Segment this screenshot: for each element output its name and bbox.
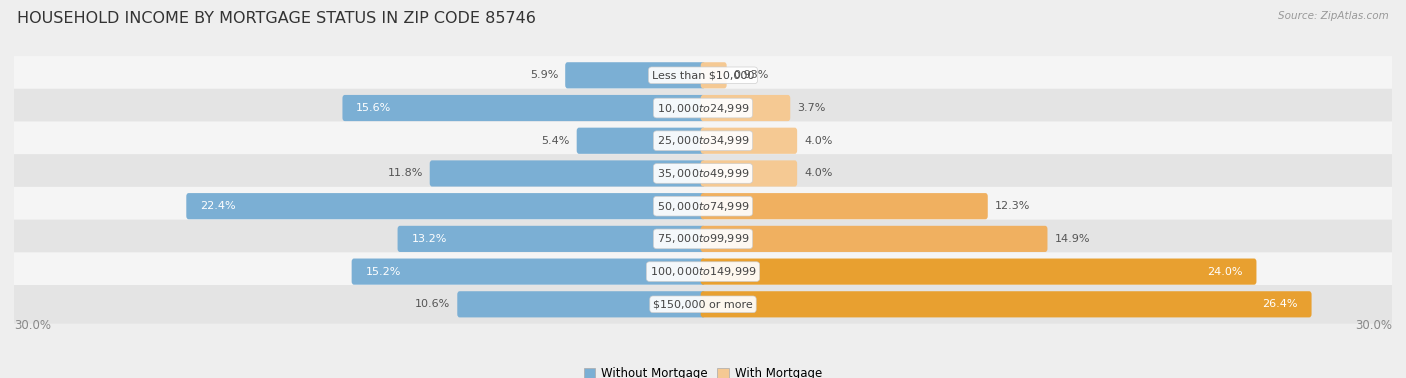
FancyBboxPatch shape	[700, 160, 797, 187]
FancyBboxPatch shape	[186, 193, 706, 219]
FancyBboxPatch shape	[430, 160, 706, 187]
Text: 15.6%: 15.6%	[356, 103, 391, 113]
Text: 13.2%: 13.2%	[412, 234, 447, 244]
Text: 10.6%: 10.6%	[415, 299, 450, 309]
Text: 14.9%: 14.9%	[1054, 234, 1090, 244]
Text: $150,000 or more: $150,000 or more	[654, 299, 752, 309]
FancyBboxPatch shape	[700, 95, 790, 121]
FancyBboxPatch shape	[343, 95, 706, 121]
Text: 26.4%: 26.4%	[1263, 299, 1298, 309]
FancyBboxPatch shape	[11, 220, 1395, 258]
FancyBboxPatch shape	[11, 187, 1395, 226]
FancyBboxPatch shape	[352, 259, 706, 285]
Text: Less than $10,000: Less than $10,000	[652, 70, 754, 80]
FancyBboxPatch shape	[700, 193, 988, 219]
FancyBboxPatch shape	[398, 226, 706, 252]
FancyBboxPatch shape	[457, 291, 706, 318]
Text: 4.0%: 4.0%	[804, 169, 832, 178]
FancyBboxPatch shape	[11, 154, 1395, 193]
Text: $10,000 to $24,999: $10,000 to $24,999	[657, 102, 749, 115]
FancyBboxPatch shape	[11, 56, 1395, 94]
FancyBboxPatch shape	[700, 226, 1047, 252]
FancyBboxPatch shape	[11, 89, 1395, 127]
FancyBboxPatch shape	[700, 259, 1257, 285]
Text: 3.7%: 3.7%	[797, 103, 825, 113]
FancyBboxPatch shape	[700, 128, 797, 154]
Text: 4.0%: 4.0%	[804, 136, 832, 146]
Text: 5.9%: 5.9%	[530, 70, 558, 80]
Legend: Without Mortgage, With Mortgage: Without Mortgage, With Mortgage	[579, 362, 827, 378]
FancyBboxPatch shape	[565, 62, 706, 88]
Text: $25,000 to $34,999: $25,000 to $34,999	[657, 134, 749, 147]
Text: 11.8%: 11.8%	[388, 169, 423, 178]
FancyBboxPatch shape	[700, 291, 1312, 318]
Text: 15.2%: 15.2%	[366, 266, 401, 277]
Text: 24.0%: 24.0%	[1208, 266, 1243, 277]
Text: 12.3%: 12.3%	[994, 201, 1031, 211]
Text: 0.93%: 0.93%	[734, 70, 769, 80]
FancyBboxPatch shape	[700, 62, 727, 88]
Text: 30.0%: 30.0%	[1355, 319, 1392, 332]
Text: 30.0%: 30.0%	[14, 319, 51, 332]
Text: Source: ZipAtlas.com: Source: ZipAtlas.com	[1278, 11, 1389, 21]
Text: 22.4%: 22.4%	[200, 201, 236, 211]
FancyBboxPatch shape	[11, 285, 1395, 324]
Text: $35,000 to $49,999: $35,000 to $49,999	[657, 167, 749, 180]
Text: $50,000 to $74,999: $50,000 to $74,999	[657, 200, 749, 213]
FancyBboxPatch shape	[11, 121, 1395, 160]
Text: $100,000 to $149,999: $100,000 to $149,999	[650, 265, 756, 278]
Text: $75,000 to $99,999: $75,000 to $99,999	[657, 232, 749, 245]
FancyBboxPatch shape	[11, 252, 1395, 291]
Text: HOUSEHOLD INCOME BY MORTGAGE STATUS IN ZIP CODE 85746: HOUSEHOLD INCOME BY MORTGAGE STATUS IN Z…	[17, 11, 536, 26]
Text: 5.4%: 5.4%	[541, 136, 569, 146]
FancyBboxPatch shape	[576, 128, 706, 154]
